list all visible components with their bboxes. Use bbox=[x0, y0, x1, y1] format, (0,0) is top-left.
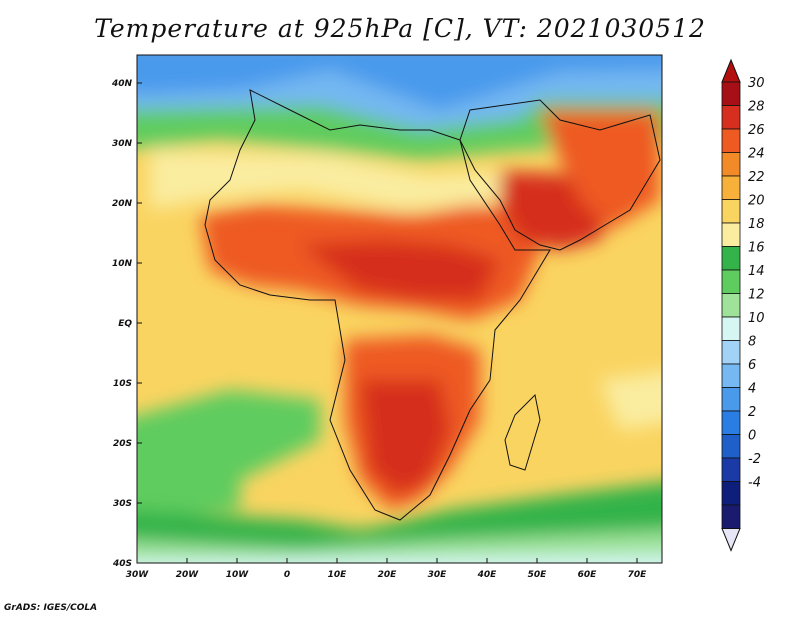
colorbar-segment bbox=[721, 81, 741, 106]
lon-tick-label: 10W bbox=[226, 570, 250, 580]
colorbar-label: 0 bbox=[748, 429, 756, 444]
colorbar-segment bbox=[721, 504, 741, 529]
colorbar-label: 6 bbox=[748, 358, 756, 373]
colorbar-segment bbox=[721, 457, 741, 482]
colorbar-label: -2 bbox=[748, 452, 761, 467]
colorbar-label: 28 bbox=[748, 100, 765, 115]
colorbar-label: 26 bbox=[748, 123, 765, 138]
colorbar-label: 18 bbox=[748, 217, 765, 232]
lon-tick-label: 10E bbox=[328, 570, 348, 580]
plot-frame bbox=[136, 54, 663, 564]
lon-tick-label: 30W bbox=[126, 570, 150, 580]
lon-tick-label: 20E bbox=[378, 570, 398, 580]
lon-tick-label: 50E bbox=[528, 570, 548, 580]
colorbar-label: 8 bbox=[748, 335, 756, 350]
lat-tick-label: 10S bbox=[113, 379, 132, 389]
colorbar-top-triangle bbox=[721, 58, 741, 83]
colorbar-label: 30 bbox=[748, 76, 765, 91]
lat-tick-label: 20N bbox=[112, 199, 133, 209]
colorbar-label: 2 bbox=[748, 405, 756, 420]
colorbar-label: -4 bbox=[748, 476, 761, 491]
colorbar-label: 12 bbox=[748, 288, 765, 303]
colorbar-segment bbox=[721, 222, 741, 247]
lon-tick-label: 40E bbox=[477, 570, 498, 580]
temperature-field bbox=[137, 55, 662, 563]
lon-tick-label: 60E bbox=[578, 570, 598, 580]
colorbar-segment bbox=[721, 481, 741, 506]
coastlines bbox=[204, 89, 661, 521]
credit-label: GrADS: IGES/COLA bbox=[4, 603, 98, 613]
lon-tick-label: 0 bbox=[284, 570, 290, 580]
colorbar-segment bbox=[721, 105, 741, 130]
colorbar-label: 10 bbox=[748, 311, 765, 326]
lat-tick-label: 20S bbox=[113, 439, 132, 449]
colorbar-label: 22 bbox=[748, 170, 765, 185]
latitude-axis: 40N 30N 20N 10N EQ 10S 20S 30S 40S bbox=[111, 79, 142, 569]
lat-tick-label: 10N bbox=[112, 259, 133, 269]
colorbar-label: 14 bbox=[748, 264, 765, 279]
colorbar-segment bbox=[721, 246, 741, 271]
lat-tick-label: 30S bbox=[113, 499, 132, 509]
lat-tick-label: EQ bbox=[118, 319, 132, 329]
colorbar-segment bbox=[721, 410, 741, 435]
colorbar-segment bbox=[721, 316, 741, 341]
lat-tick-label: 40S bbox=[112, 559, 132, 569]
colorbar-segment bbox=[721, 293, 741, 318]
colorbar-label: 4 bbox=[748, 382, 756, 397]
lon-tick-label: 20W bbox=[176, 570, 200, 580]
colorbar-segment bbox=[721, 199, 741, 224]
lat-tick-label: 40N bbox=[111, 79, 133, 89]
colorbar-segment bbox=[721, 387, 741, 412]
lon-tick-label: 70E bbox=[628, 570, 648, 580]
lat-tick-label: 30N bbox=[112, 139, 133, 149]
colorbar-label: 24 bbox=[748, 147, 765, 162]
colorbar-segment bbox=[721, 363, 741, 388]
lon-tick-label: 30E bbox=[428, 570, 448, 580]
colorbar-segment bbox=[721, 175, 741, 200]
colorbar-segment bbox=[721, 128, 741, 153]
colorbar-segment bbox=[721, 269, 741, 294]
colorbar-label: 20 bbox=[748, 194, 765, 209]
map-title: Temperature at 925hPa [C], VT: 202103051… bbox=[94, 14, 706, 43]
colorbar-bottom-triangle bbox=[721, 528, 741, 552]
colorbar-label: 16 bbox=[748, 241, 765, 256]
colorbar-segment bbox=[721, 434, 741, 459]
colorbar-segment bbox=[721, 340, 741, 365]
colorbar-segment bbox=[721, 152, 741, 177]
longitude-axis: 30W 20W 10W 0 10E 20E 30E 40E 50E 60E 70E bbox=[126, 558, 647, 580]
